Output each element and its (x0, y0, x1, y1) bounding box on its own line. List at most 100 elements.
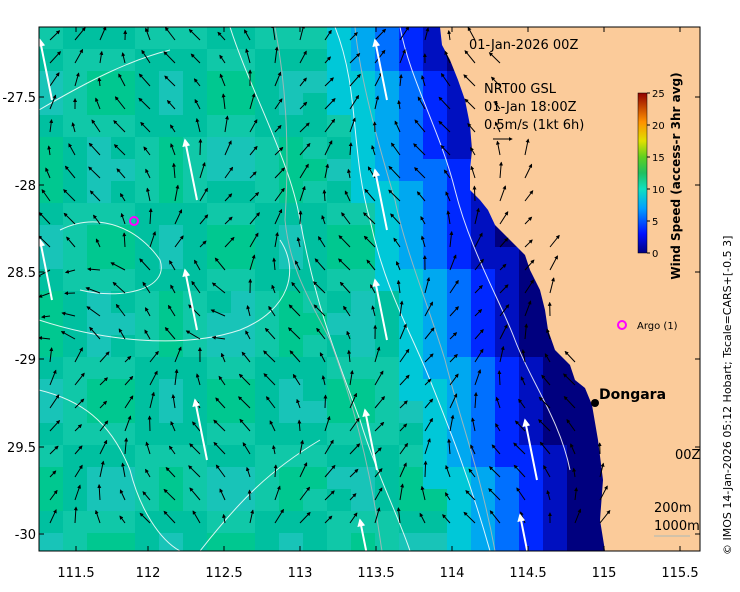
sst-cell (135, 533, 160, 551)
sst-cell (87, 313, 112, 336)
sst-cell (231, 335, 256, 358)
sst-cell (303, 291, 328, 314)
current-arrow (349, 512, 358, 524)
sst-cell (159, 533, 184, 551)
current-arrow (299, 439, 304, 455)
current-arrow (124, 375, 134, 386)
sst-cell (87, 159, 112, 182)
current-arrow (144, 329, 151, 340)
current-arrow (142, 491, 151, 501)
sst-cell (351, 401, 376, 424)
sst-cell (255, 423, 280, 446)
sst-cell (375, 379, 400, 402)
sst-cell (207, 533, 232, 551)
sst-cell (375, 489, 400, 512)
current-arrow (288, 304, 301, 317)
sst-cell (159, 379, 184, 402)
sst-cell (399, 225, 424, 248)
sst-cell (207, 445, 232, 468)
sst-cell (111, 511, 136, 534)
sst-cell (135, 489, 160, 512)
wind-arrow (182, 138, 198, 201)
wind-arrow (192, 398, 208, 461)
current-arrow (149, 370, 158, 386)
current-arrow (518, 398, 526, 409)
sst-cell (351, 357, 376, 380)
current-arrow (438, 120, 451, 133)
current-arrow (213, 419, 226, 432)
sst-cell (231, 291, 256, 314)
current-arrow (170, 420, 176, 432)
current-arrow (292, 373, 301, 386)
sst-cell (327, 489, 352, 512)
sst-cell (279, 291, 304, 314)
sst-cell (159, 467, 184, 490)
sst-cell (519, 489, 544, 512)
sst-cell (87, 269, 112, 292)
current-arrow (63, 212, 76, 225)
sst-cell (351, 27, 376, 50)
current-arrow (324, 98, 336, 110)
current-arrow (210, 309, 226, 317)
current-arrow (444, 50, 451, 64)
current-arrow (299, 486, 311, 501)
sst-cell (135, 93, 160, 116)
sst-cell (39, 159, 64, 182)
sst-cell (63, 27, 88, 50)
sst-cell (111, 269, 136, 292)
current-arrow (324, 515, 333, 524)
sst-cell (399, 269, 424, 292)
sst-cell (135, 467, 160, 490)
current-arrow (188, 465, 201, 478)
sst-cell (255, 137, 280, 160)
sst-cell (423, 489, 448, 512)
current-arrow (346, 330, 351, 340)
sst-cell (39, 445, 64, 468)
current-arrow (97, 483, 102, 501)
current-arrow (399, 374, 410, 386)
current-arrow (424, 27, 430, 41)
sst-cell (279, 401, 304, 424)
sst-cell (375, 467, 400, 490)
sst-cell (567, 467, 592, 490)
current-arrow (94, 509, 101, 524)
lat-tick-label: -27.5 (2, 91, 36, 106)
current-arrow (299, 142, 311, 156)
current-arrow (599, 462, 605, 478)
current-arrow (88, 142, 101, 156)
sst-cell (303, 379, 328, 402)
sst-cell (423, 115, 448, 138)
current-arrow (322, 189, 327, 202)
current-arrow (366, 259, 376, 271)
sst-cell (39, 489, 64, 512)
current-arrow (74, 27, 86, 41)
sst-cell (327, 335, 352, 358)
sst-cell (375, 445, 400, 468)
sst-cell (231, 247, 256, 270)
sst-cell (207, 357, 232, 380)
current-arrow (138, 73, 151, 87)
current-arrow (488, 52, 501, 64)
sst-cell (255, 357, 280, 380)
colorbar-tick-label: 0 (652, 249, 658, 260)
sst-cell (303, 93, 328, 116)
sst-cell (255, 93, 280, 116)
sst-cell (327, 379, 352, 402)
sst-cell (39, 423, 64, 446)
current-arrow (399, 49, 406, 64)
current-arrow (399, 462, 407, 478)
colorbar-tick-label: 20 (652, 121, 665, 132)
current-arrow (370, 284, 376, 294)
current-arrow (66, 236, 76, 248)
current-arrow (313, 304, 326, 317)
sst-cell (327, 203, 352, 226)
current-arrow (419, 512, 426, 524)
sst-cell (111, 335, 136, 358)
current-arrow (374, 370, 384, 386)
current-arrow (299, 50, 307, 64)
sst-cell (135, 247, 160, 270)
current-arrow (265, 396, 276, 409)
current-arrow (499, 211, 509, 225)
sst-cell (279, 445, 304, 468)
current-arrow (222, 513, 227, 524)
